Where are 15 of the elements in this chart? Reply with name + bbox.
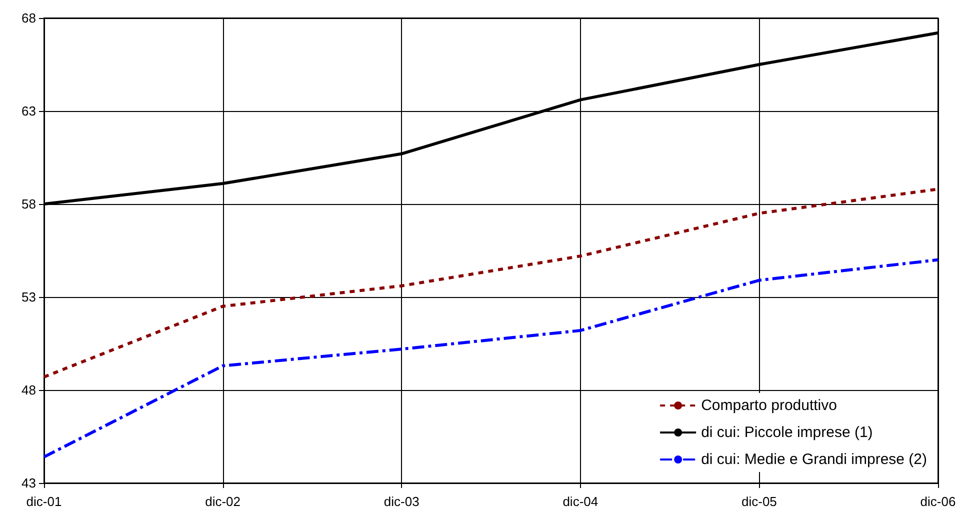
x-tick-label: dic-04 [562,494,598,509]
x-tick-label: dic-01 [26,494,62,509]
x-tick-label: dic-05 [741,494,777,509]
legend-label: di cui: Medie e Grandi imprese (2) [701,451,928,468]
y-tick-label: 48 [22,382,36,398]
y-tick-label: 43 [22,476,36,490]
x-tick-label: dic-06 [920,494,956,509]
y-tick-label: 68 [22,10,36,26]
y-tick-label: 53 [22,290,36,304]
legend-label: Comparto produttivo [701,397,837,414]
y-tick-label: 63 [22,104,36,118]
x-tick-label: dic-03 [384,494,420,509]
legend-label: di cui: Piccole imprese (1) [701,424,873,441]
x-tick-label: dic-02 [205,494,241,509]
y-tick-label: 58 [22,196,36,212]
